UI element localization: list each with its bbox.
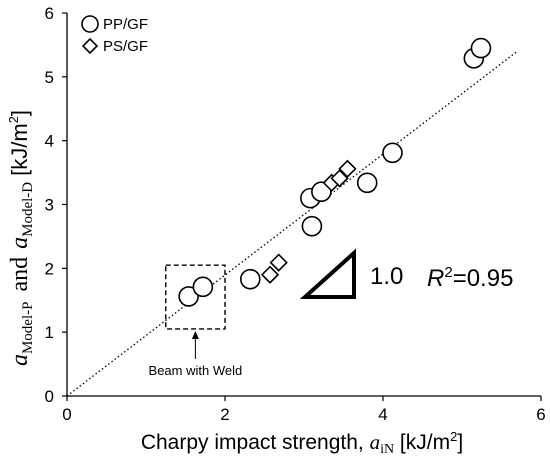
pp-gf-point bbox=[178, 286, 199, 307]
dotted-fit-line bbox=[66, 50, 518, 397]
x-ticks: 0 2 4 6 bbox=[62, 396, 546, 424]
y-ticks: 0 1 2 3 4 5 6 bbox=[45, 4, 67, 406]
ps-gf-point bbox=[269, 253, 288, 272]
legend: PP/GF PS/GF bbox=[81, 15, 148, 55]
legend-diamond-marker bbox=[81, 37, 99, 55]
r-squared-label: R2=0.95 bbox=[427, 264, 513, 292]
ps-gf-point bbox=[330, 169, 349, 188]
legend-label: PS/GF bbox=[103, 38, 148, 55]
slope-triangle-shape bbox=[299, 248, 356, 299]
slope-triangle: 1.0 R2=0.95 bbox=[299, 248, 513, 299]
y-tick-label: 6 bbox=[45, 4, 54, 23]
reference-line bbox=[66, 50, 518, 397]
annotation: Beam with Weld bbox=[149, 264, 243, 378]
annotation-label: Beam with Weld bbox=[149, 363, 243, 378]
x-tick-label: 2 bbox=[220, 405, 229, 424]
pp-gf-point bbox=[301, 215, 323, 237]
weld-highlight-box bbox=[165, 264, 226, 330]
legend-circle-marker bbox=[81, 15, 99, 33]
y-tick-label: 2 bbox=[45, 259, 54, 278]
ps-gf-point bbox=[338, 159, 357, 178]
pp-gf-point bbox=[382, 142, 403, 164]
y-tick-label: 3 bbox=[45, 196, 54, 215]
x-tick-label: 0 bbox=[62, 405, 71, 424]
y-tick-label: 5 bbox=[45, 68, 54, 87]
x-axis-label: Charpy impact strength, aiN [kJ/m2] bbox=[141, 429, 463, 457]
pp-gf-point bbox=[470, 37, 492, 59]
pp-gf-point bbox=[356, 172, 378, 194]
pp-gf-point bbox=[311, 181, 332, 203]
y-tick-label: 4 bbox=[45, 132, 54, 151]
x-tick-label: 6 bbox=[536, 405, 545, 424]
y-tick-label: 0 bbox=[45, 387, 54, 406]
y-axis-label: aModel-PandaModel-D[kJ/m2] bbox=[6, 110, 36, 366]
legend-label: PP/GF bbox=[103, 16, 148, 33]
y-tick-label: 1 bbox=[45, 323, 54, 342]
ps-gf-point bbox=[260, 265, 280, 284]
data-points bbox=[178, 37, 492, 307]
pp-gf-point bbox=[239, 268, 261, 290]
pp-gf-point bbox=[192, 276, 214, 298]
slope-label: 1.0 bbox=[370, 263, 403, 290]
annotation-arrowhead bbox=[191, 330, 199, 339]
x-tick-label: 4 bbox=[378, 405, 387, 424]
